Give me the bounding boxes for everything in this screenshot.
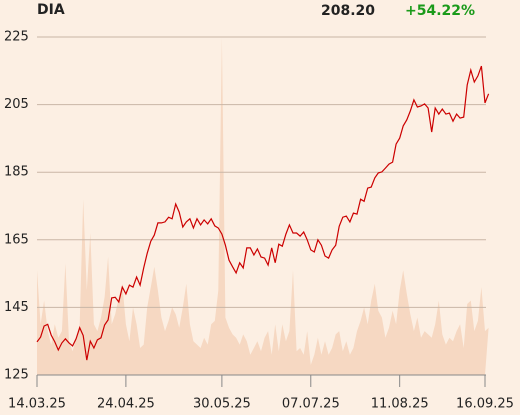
x-tick-label: 16.09.25	[456, 397, 514, 412]
last-price: 208.20	[321, 3, 375, 19]
y-tick-label: 225	[4, 30, 29, 45]
y-tick-label: 205	[4, 97, 29, 112]
y-tick-label: 185	[4, 165, 29, 180]
volume-area	[37, 37, 489, 375]
x-tick-label: 07.07.25	[282, 397, 340, 412]
y-tick-label: 145	[4, 300, 29, 315]
x-tick-label: 11.08.25	[371, 397, 429, 412]
y-tick-label: 125	[4, 368, 29, 383]
x-tick-label: 24.04.25	[97, 397, 155, 412]
price-line	[36, 65, 490, 361]
change: +54.22%	[405, 3, 475, 19]
y-tick-label: 165	[4, 232, 29, 247]
x-tick-label: 14.03.25	[8, 397, 66, 412]
x-tick-label: 30.05.25	[193, 397, 251, 412]
symbol: DIA	[37, 2, 65, 18]
